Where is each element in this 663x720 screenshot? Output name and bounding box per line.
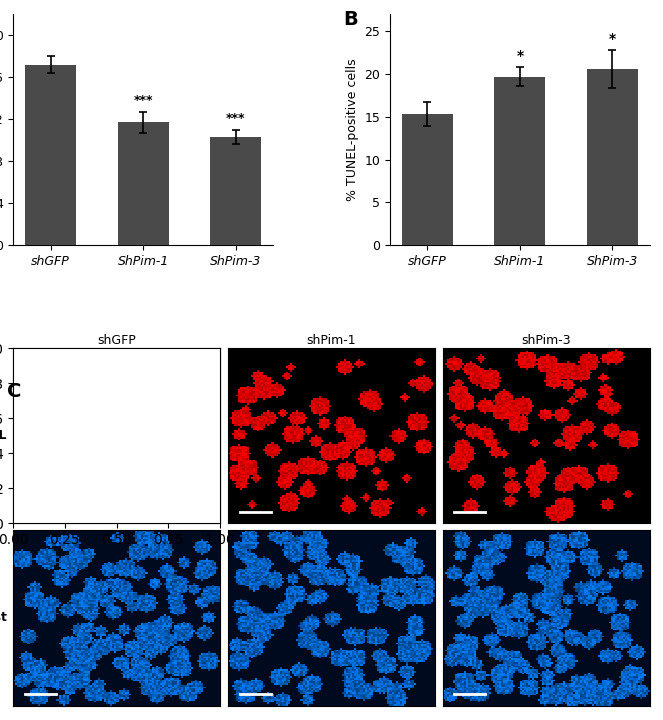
Text: ***: *** (226, 112, 245, 125)
Text: *: * (609, 32, 616, 46)
Bar (495, 77, 545, 245)
Bar (118, 122, 168, 245)
Y-axis label: TUNEL: TUNEL (0, 429, 8, 442)
Title: shGFP: shGFP (97, 334, 136, 347)
Title: shPim-3: shPim-3 (522, 334, 572, 347)
Bar (587, 69, 638, 245)
Bar (402, 114, 453, 245)
Y-axis label: Hoechst: Hoechst (0, 611, 8, 624)
Bar (210, 137, 261, 245)
Y-axis label: % TUNEL-positive cells: % TUNEL-positive cells (346, 58, 359, 201)
Bar (25, 65, 76, 245)
Text: *: * (516, 49, 523, 63)
Text: C: C (7, 382, 21, 400)
Text: ***: *** (133, 94, 153, 107)
Title: shPim-1: shPim-1 (307, 334, 356, 347)
Text: B: B (343, 10, 358, 29)
